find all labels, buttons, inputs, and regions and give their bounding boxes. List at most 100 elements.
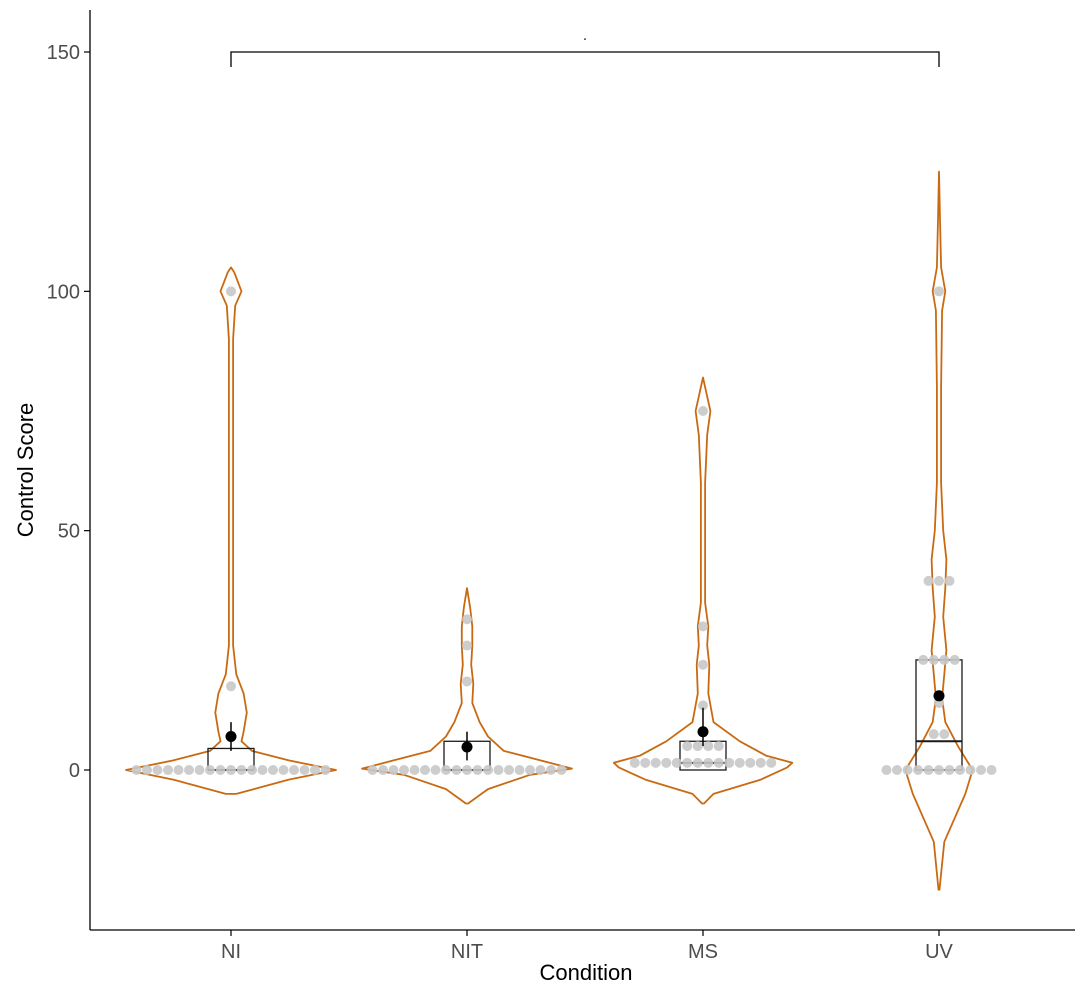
- point-MS: [713, 741, 724, 752]
- point-NIT: [504, 765, 514, 775]
- point-MS: [755, 757, 766, 768]
- point-MS: [692, 757, 703, 768]
- point-UV: [939, 654, 950, 665]
- point-NI: [289, 765, 299, 775]
- point-NIT: [441, 765, 451, 775]
- y-tick-label: 0: [69, 760, 80, 782]
- point-NIT: [535, 765, 546, 775]
- point-NI: [236, 765, 247, 775]
- point-UV: [939, 729, 950, 740]
- point-NI: [278, 765, 289, 775]
- point-UV: [944, 575, 955, 586]
- point-MS: [734, 757, 745, 768]
- point-MS: [724, 757, 735, 768]
- point-NIT: [388, 765, 399, 775]
- x-tick-label: UV: [925, 941, 953, 963]
- y-axis-title: Control Score: [13, 403, 38, 538]
- means: [225, 690, 945, 761]
- point-NIT: [409, 765, 420, 775]
- point-UV: [944, 765, 955, 775]
- point-NI: [184, 765, 194, 775]
- point-UV: [965, 765, 976, 775]
- point-UV: [934, 286, 944, 297]
- point-NIT: [472, 765, 483, 775]
- point-UV: [934, 575, 944, 586]
- point-NI: [194, 765, 205, 775]
- point-UV: [923, 765, 934, 775]
- point-NIT: [462, 676, 472, 687]
- x-tick-label: NI: [221, 941, 241, 963]
- point-MS: [671, 757, 682, 768]
- violin-NI: [125, 266, 337, 795]
- point-UV: [881, 765, 892, 775]
- point-NIT: [514, 765, 525, 775]
- point-MS: [703, 741, 714, 752]
- point-NIT: [546, 765, 556, 775]
- point-NIT: [462, 614, 472, 625]
- mean-NIT: [461, 741, 473, 753]
- point-UV: [902, 765, 913, 775]
- point-NIT: [451, 765, 462, 775]
- point-NIT: [399, 765, 409, 775]
- x-axis-title: Condition: [540, 960, 633, 985]
- boxplots: [207, 659, 963, 771]
- significance-label: .: [583, 27, 587, 44]
- x-tick-label: MS: [688, 941, 718, 963]
- point-NI: [247, 765, 257, 775]
- point-NIT: [525, 765, 535, 775]
- point-UV: [928, 729, 939, 740]
- point-MS: [682, 757, 693, 768]
- point-NI: [205, 765, 215, 775]
- point-NI: [320, 765, 331, 775]
- point-NI: [310, 765, 320, 775]
- point-MS: [640, 757, 651, 768]
- point-UV: [928, 654, 939, 665]
- point-NI: [226, 681, 236, 692]
- point-MS: [766, 757, 777, 768]
- point-NI: [163, 765, 173, 775]
- point-MS: [629, 757, 640, 768]
- point-MS: [703, 757, 714, 768]
- point-NIT: [367, 765, 378, 775]
- point-UV: [976, 765, 986, 775]
- box-UV: [915, 659, 963, 771]
- point-NI: [152, 765, 163, 775]
- violin-MS: [612, 376, 794, 805]
- point-UV: [949, 654, 960, 665]
- significance-bracket: [230, 51, 940, 67]
- mean-MS: [697, 726, 709, 738]
- point-MS: [661, 757, 672, 768]
- point-MS: [692, 741, 703, 752]
- point-NI: [215, 765, 226, 775]
- point-NI: [131, 765, 142, 775]
- point-NIT: [420, 765, 430, 775]
- point-UV: [918, 654, 929, 665]
- point-NI: [173, 765, 184, 775]
- point-NIT: [483, 765, 493, 775]
- mean-UV: [933, 690, 945, 702]
- point-UV: [986, 765, 997, 775]
- point-NI: [257, 765, 268, 775]
- violin-NIT: [361, 587, 573, 805]
- significance-annotation: .: [230, 27, 940, 67]
- point-UV: [892, 765, 902, 775]
- violins: [125, 170, 974, 891]
- point-MS: [650, 757, 661, 768]
- point-MS: [698, 700, 708, 711]
- point-NIT: [462, 640, 472, 651]
- point-NIT: [430, 765, 441, 775]
- point-MS: [698, 621, 708, 632]
- point-UV: [923, 575, 934, 586]
- point-MS: [745, 757, 756, 768]
- point-NI: [226, 286, 236, 297]
- point-MS: [713, 757, 724, 768]
- y-tick-label: 50: [58, 521, 80, 543]
- point-NI: [268, 765, 278, 775]
- point-NIT: [493, 765, 504, 775]
- point-UV: [955, 765, 965, 775]
- y-tick-label: 100: [47, 281, 80, 303]
- axes: 0 50 100 150 NI NIT MS UV: [47, 10, 1075, 963]
- mean-NI: [225, 730, 237, 742]
- point-MS: [682, 741, 693, 752]
